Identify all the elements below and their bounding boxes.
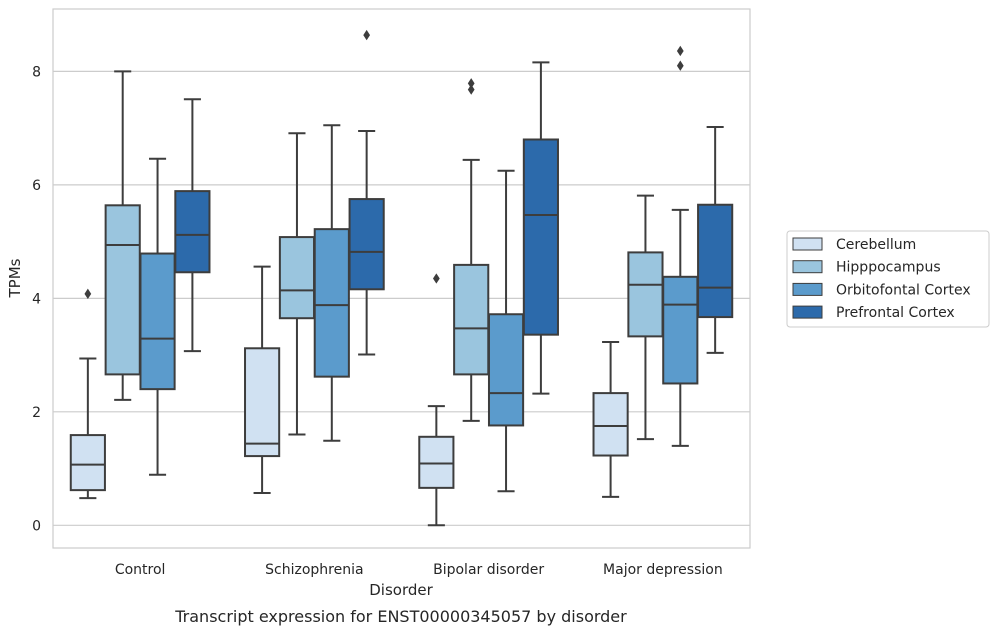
x-tick-label: Control (115, 562, 166, 578)
y-tick-label: 0 (32, 518, 41, 534)
box-hipppocampus (278, 132, 316, 436)
outlier-point (676, 60, 684, 71)
y-tick-label: 8 (32, 64, 41, 80)
boxes (69, 29, 734, 527)
iqr-box (139, 252, 176, 391)
y-tick-labels: 0 2 4 6 8 (32, 64, 41, 534)
box-cerebellum (592, 341, 629, 498)
y-tick-label: 6 (32, 178, 41, 194)
legend: Cerebellum Hipppocampus Orbitofontal Corte… (786, 230, 990, 328)
iqr-box (278, 236, 316, 320)
iqr-box (313, 228, 350, 378)
box-orbitofontal-cortex (313, 124, 350, 442)
box-prefrontal-cortex (522, 61, 559, 395)
box-cerebellum (418, 273, 455, 527)
box-cerebellum (244, 265, 281, 494)
iqr-box (69, 434, 106, 492)
outlier-point (467, 84, 475, 95)
iqr-box (697, 203, 734, 319)
iqr-box (244, 347, 281, 458)
outlier-point (432, 273, 440, 284)
iqr-box (174, 190, 211, 274)
x-tick-labels: Control Schizophrenia Bipolar disorder Majo… (115, 562, 723, 578)
box-prefrontal-cortex (348, 29, 385, 356)
box-prefrontal-cortex (174, 98, 211, 353)
plot-frame (52, 8, 751, 549)
box-cerebellum (69, 288, 106, 500)
iqr-box (662, 275, 699, 385)
x-axis-label: Disorder (369, 581, 433, 599)
legend-swatch (792, 237, 823, 251)
x-tick-label: Major depression (603, 562, 723, 578)
legend-swatch (792, 260, 823, 274)
box-hipppocampus (453, 78, 490, 422)
outlier-point (84, 288, 92, 299)
outlier-point (467, 78, 475, 89)
legend-label: Prefrontal Cortex (836, 305, 955, 321)
box-prefrontal-cortex (697, 126, 734, 354)
iqr-box (418, 435, 455, 489)
iqr-box (453, 263, 490, 376)
iqr-box (104, 204, 141, 376)
chart-caption: Transcript expression for ENST0000034505… (174, 607, 627, 626)
legend-swatch (792, 282, 823, 296)
legend-label: Hipppocampus (836, 260, 941, 276)
outlier-point (363, 29, 371, 41)
box-orbitofontal-cortex (662, 45, 699, 447)
iqr-box (348, 198, 385, 291)
x-tick-label: Bipolar disorder (433, 562, 544, 578)
box-hipppocampus (627, 194, 664, 441)
box-hipppocampus (104, 70, 141, 401)
legend-label: Orbitofontal Cortex (836, 282, 971, 298)
outlier-point (676, 45, 684, 57)
legend-swatch (792, 305, 823, 319)
iqr-box (522, 138, 559, 336)
iqr-box (487, 313, 525, 427)
y-tick-label: 2 (32, 405, 41, 421)
x-tick-label: Schizophrenia (265, 562, 363, 578)
legend-label: Cerebellum (836, 237, 916, 253)
y-axis-label: TPMs (6, 258, 24, 298)
legend-items: Cerebellum Hipppocampus Orbitofontal Corte… (792, 237, 971, 321)
box-orbitofontal-cortex (487, 169, 525, 493)
y-tick-label: 4 (32, 291, 41, 307)
legend-frame (786, 230, 990, 328)
box-orbitofontal-cortex (139, 157, 176, 476)
iqr-box (627, 251, 664, 338)
iqr-box (592, 392, 629, 457)
